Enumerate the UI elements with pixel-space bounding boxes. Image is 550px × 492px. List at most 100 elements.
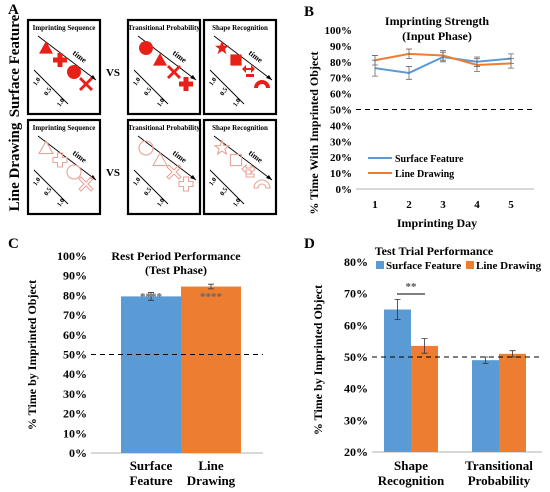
- error-bar: [406, 66, 412, 80]
- panel-a: A Surface Feature Line Drawing VS Imprint…: [7, 2, 278, 216]
- error-bar: [148, 292, 154, 301]
- arc-shape: [254, 80, 270, 88]
- significance-label: ****: [200, 291, 223, 303]
- circle-shape: [139, 41, 153, 55]
- bar-line-drawing: [411, 345, 438, 452]
- shape-group: [38, 139, 94, 192]
- shape-group: [214, 40, 270, 88]
- y-tick-label: 70%: [63, 308, 87, 322]
- error-bar: [421, 338, 428, 354]
- legend-label: Line Drawing: [476, 260, 542, 272]
- shape-group: [39, 41, 93, 91]
- panel-d-label: D: [304, 236, 315, 252]
- box-title-transitional-probability: Transitional Probability: [128, 124, 200, 132]
- time-arrowhead: [90, 75, 96, 80]
- category-label: Probability: [468, 473, 531, 488]
- y-tick-label: 10%: [330, 168, 352, 180]
- shape-group: [213, 138, 271, 189]
- x-shape: [78, 176, 94, 192]
- vs-label: VS: [106, 167, 120, 179]
- box-title-shape-recognition: Shape Recognition: [212, 24, 268, 32]
- probability-tick: 1.0: [132, 176, 142, 187]
- category-label: Recognition: [378, 473, 445, 488]
- arrows-shape: [241, 163, 256, 178]
- box-title-shape-recognition: Shape Recognition: [212, 124, 268, 132]
- panel-box-imprinting-sequence: [26, 118, 102, 216]
- y-tick-label: 30%: [330, 136, 352, 148]
- probability-tick: 1.0: [232, 197, 242, 208]
- y-tick-label: 60%: [330, 89, 352, 101]
- y-tick-label: 70%: [330, 73, 352, 85]
- error-bar: [474, 58, 480, 72]
- y-tick-label: 90%: [330, 41, 352, 53]
- arc-shape: [253, 179, 271, 189]
- time-arrowhead: [266, 75, 272, 80]
- probability-axis: [33, 69, 69, 105]
- time-arrowhead: [90, 175, 96, 180]
- y-tick-label: 60%: [63, 328, 87, 342]
- probability-axis: [209, 69, 245, 105]
- significance-label: **: [406, 281, 418, 293]
- x-shape: [167, 65, 181, 79]
- panel-d: D Test Trial Performance % Time by Impri…: [304, 236, 542, 488]
- probability-tick: 1.0: [156, 197, 166, 208]
- probability-tick: 0.5: [143, 186, 154, 197]
- legend-swatch: [466, 261, 474, 269]
- time-arrow: [213, 35, 273, 81]
- y-tick-label: 40%: [63, 367, 87, 381]
- y-tick-label: 80%: [330, 57, 352, 69]
- y-tick-label: 40%: [330, 120, 352, 132]
- probability-tick: 0.5: [219, 186, 230, 197]
- bar-line-drawing: [499, 353, 526, 452]
- probability-tick: 1.0: [156, 97, 166, 108]
- box-title-transitional-probability: Transitional Probability: [128, 24, 200, 32]
- chart-b-subtitle: (Input Phase): [402, 29, 472, 43]
- error-bar: [508, 58, 514, 69]
- box-title-imprinting-sequence: Imprinting Sequence: [33, 24, 96, 32]
- y-tick-label: 50%: [63, 348, 87, 362]
- chart-d-ylabel: % Time by Imprinted Object: [311, 285, 325, 435]
- probability-axis: [133, 69, 169, 105]
- y-tick-label: 70%: [344, 287, 368, 301]
- legend-label: Surface Feature: [395, 154, 464, 165]
- probability-axis: [133, 169, 169, 205]
- panel-c-label: C: [8, 236, 19, 252]
- x-tick-label: 5: [508, 199, 514, 211]
- y-tick-label: 30%: [63, 387, 87, 401]
- triangle-shape: [39, 41, 53, 54]
- time-arrow: [137, 135, 197, 181]
- x-shape: [79, 77, 93, 91]
- probability-tick: 1.0: [132, 76, 142, 87]
- triangle-shape: [153, 53, 167, 66]
- plus-shape: [52, 152, 68, 168]
- panel-b: B Imprinting Strength (Input Phase) % Ti…: [304, 4, 534, 230]
- error-bar: [208, 283, 214, 290]
- error-bar: [372, 55, 378, 66]
- x-tick-label: 1: [372, 199, 378, 211]
- panel-box-shape-recognition: [202, 118, 278, 216]
- probability-axis: [33, 169, 69, 205]
- probability-tick: 1.0: [32, 76, 42, 87]
- chart-c-ylabel: % Time by Imprinted Object: [25, 280, 39, 430]
- triangle-shape: [38, 139, 54, 155]
- significance-label: ****: [140, 291, 163, 303]
- time-arrowhead: [266, 175, 272, 180]
- time-arrowhead: [190, 75, 196, 80]
- plus-shape: [53, 53, 67, 67]
- panel-box-imprinting-sequence: [26, 18, 102, 116]
- plus-shape: [178, 176, 194, 192]
- star-shape: [214, 40, 230, 55]
- arrows-shape: [242, 65, 255, 77]
- box-title-imprinting-sequence: Imprinting Sequence: [33, 124, 96, 132]
- y-tick-label: 80%: [63, 288, 87, 302]
- chart-c-title: Rest Period Performance: [111, 249, 241, 263]
- chart-d-title: Test Trial Performance: [375, 244, 494, 258]
- time-arrowhead: [190, 175, 196, 180]
- circle-shape: [66, 164, 82, 180]
- category-label: Surface: [130, 458, 173, 473]
- legend-label: Line Drawing: [395, 169, 454, 180]
- probability-tick: 1.0: [56, 197, 66, 208]
- y-tick-label: 20%: [330, 152, 352, 164]
- probability-tick: 0.5: [143, 86, 154, 97]
